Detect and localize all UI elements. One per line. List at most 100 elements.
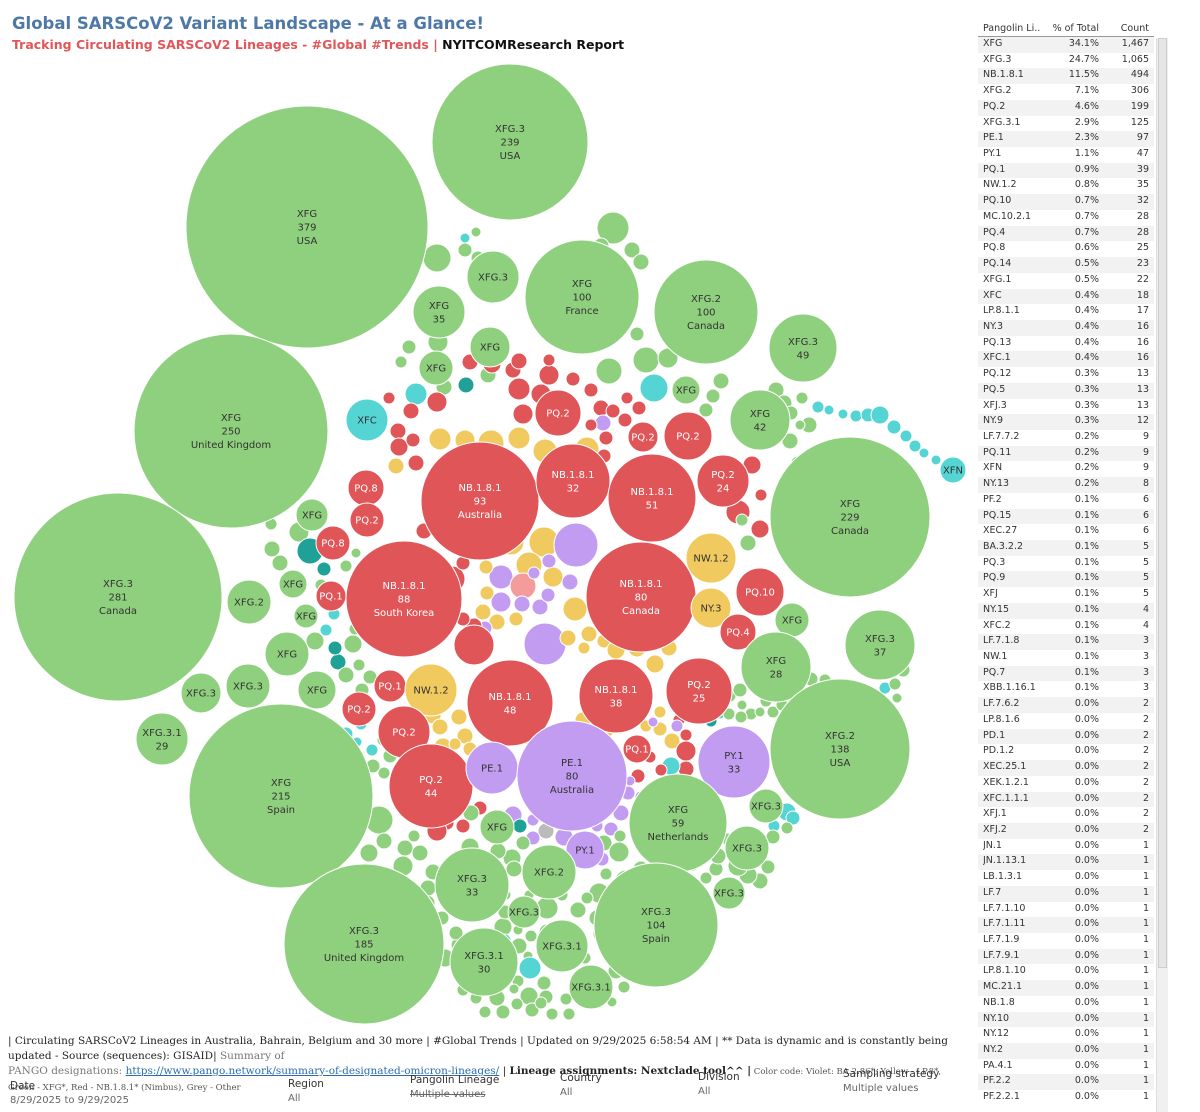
lineage-bubble[interactable] (561, 573, 579, 591)
lineage-bubble[interactable] (315, 525, 351, 561)
scrollbar-thumb[interactable] (1158, 38, 1167, 968)
lineage-bubble[interactable] (470, 226, 482, 238)
table-row[interactable]: PQ.14 0.5% 23 (978, 257, 1154, 273)
table-row[interactable]: PQ.3 0.1% 5 (978, 556, 1154, 572)
table-row[interactable]: LF.7.6.2 0.0% 2 (978, 697, 1154, 713)
lineage-bubble[interactable] (568, 964, 614, 1010)
lineage-bubble[interactable] (583, 382, 599, 398)
table-row[interactable]: PQ.13 0.4% 16 (978, 336, 1154, 352)
lineage-bubble[interactable] (735, 567, 785, 617)
lineage-bubble[interactable] (729, 389, 791, 451)
lineage-bubble[interactable] (426, 391, 448, 413)
lineage-bubble[interactable] (562, 1007, 576, 1021)
lineage-bubble[interactable] (794, 419, 806, 431)
table-row[interactable]: LP.8.1.1 0.4% 17 (978, 304, 1154, 320)
lineage-bubble[interactable] (337, 666, 355, 684)
lineage-bubble[interactable] (507, 895, 541, 929)
lineage-bubble[interactable] (541, 553, 557, 569)
lineage-bubble[interactable] (580, 891, 594, 905)
lineage-bubble[interactable] (685, 532, 737, 584)
lineage-bubble[interactable] (562, 596, 588, 622)
lineage-bubble[interactable] (939, 456, 967, 484)
lineage-bubble[interactable] (697, 725, 771, 799)
lineage-bubble[interactable] (343, 634, 363, 654)
packed-bubble-chart[interactable]: XFG.3 239 USA XFG 379 USA XFG.3 XFG 35 XFG XFG 100 F… (0, 0, 975, 1030)
lineage-bubble[interactable] (375, 832, 393, 850)
lineage-bubble[interactable] (690, 587, 732, 629)
lineage-bubble[interactable] (345, 540, 463, 658)
lineage-bubble[interactable] (13, 492, 223, 702)
table-row[interactable]: XFG.2 7.1% 306 (978, 84, 1154, 100)
lineage-bubble[interactable] (508, 983, 520, 995)
table-scrollbar[interactable] (1156, 38, 1168, 1112)
lineage-bubble[interactable] (760, 859, 776, 875)
lineage-bubble[interactable] (349, 502, 385, 538)
table-row[interactable]: XFG.1 0.5% 22 (978, 273, 1154, 289)
lineage-bubble[interactable] (596, 211, 630, 245)
lineage-bubble[interactable] (617, 412, 633, 428)
table-row[interactable]: LF.7.1.11 0.0% 1 (978, 917, 1154, 933)
lineage-bubble[interactable] (719, 613, 757, 651)
filter-country-value[interactable]: All (560, 1087, 573, 1098)
lineage-bubble[interactable] (135, 712, 189, 766)
lineage-bubble[interactable] (580, 625, 598, 643)
lineage-bubble[interactable] (305, 631, 325, 651)
header-count[interactable]: Count (1120, 23, 1149, 34)
lineage-bubble[interactable] (188, 703, 374, 889)
lineage-bubble[interactable] (180, 672, 222, 714)
table-row[interactable]: PQ.1 0.9% 39 (978, 162, 1154, 179)
lineage-bubble[interactable] (428, 427, 452, 451)
lineage-bubble[interactable] (449, 927, 519, 997)
lineage-bubble[interactable] (891, 692, 903, 704)
lineage-bubble[interactable] (479, 585, 495, 601)
lineage-bubble[interactable] (553, 522, 599, 568)
lineage-bubble[interactable] (297, 670, 337, 710)
table-row[interactable]: NW.1.2 0.8% 35 (978, 178, 1154, 194)
lineage-bubble[interactable] (185, 105, 429, 349)
lineage-bubble[interactable] (584, 418, 598, 432)
lineage-bubble[interactable] (389, 437, 409, 457)
lineage-bubble[interactable] (785, 810, 801, 826)
lineage-bubble[interactable] (510, 997, 524, 1011)
filter-lineage[interactable]: Pangolin Lineage Multiple values (410, 1074, 499, 1100)
table-row[interactable]: PQ.8 0.6% 25 (978, 241, 1154, 257)
filter-date[interactable]: Date 8/29/2025 to 9/29/2025 (10, 1080, 129, 1106)
lineage-bubble[interactable] (671, 375, 701, 405)
lineage-bubble[interactable] (283, 863, 445, 1025)
lineage-bubble[interactable] (505, 860, 523, 878)
filter-lineage-value[interactable]: Multiple values (410, 1089, 486, 1100)
lineage-bubble[interactable] (748, 788, 784, 824)
lineage-bubble[interactable] (739, 534, 757, 552)
lineage-bubble[interactable] (327, 640, 343, 656)
lineage-bubble[interactable] (469, 326, 511, 368)
lineage-bubble[interactable] (593, 862, 719, 988)
lineage-bubble[interactable] (382, 391, 396, 405)
lineage-bubble[interactable] (407, 454, 425, 472)
lineage-bubble[interactable] (377, 766, 391, 780)
table-row[interactable]: XFC 0.4% 18 (978, 288, 1154, 305)
lineage-bubble[interactable] (341, 691, 377, 727)
lineage-bubble[interactable] (418, 350, 454, 386)
lineage-bubble[interactable] (319, 623, 333, 637)
lineage-bubble[interactable] (886, 419, 902, 435)
lineage-bubble[interactable] (508, 611, 524, 627)
lineage-bubble[interactable] (899, 429, 913, 443)
lineage-bubble[interactable] (133, 333, 329, 529)
table-row[interactable]: XBB.1.16.1 0.1% 3 (978, 681, 1154, 697)
table-row[interactable]: XFC.1 0.4% 16 (978, 351, 1154, 368)
lineage-bubble[interactable] (699, 871, 713, 885)
lineage-bubble[interactable] (542, 353, 556, 367)
table-row[interactable]: PF.2 0.1% 6 (978, 493, 1154, 509)
lineage-bubble[interactable] (844, 609, 916, 681)
lineage-bubble[interactable] (663, 411, 713, 461)
table-row[interactable]: XFG.3.1 2.9% 125 (978, 116, 1154, 132)
table-row[interactable]: XFJ.1 0.0% 2 (978, 807, 1154, 823)
lineage-bubble[interactable] (632, 346, 660, 374)
lineage-bubble[interactable] (540, 587, 556, 603)
lineage-bubble[interactable] (457, 242, 473, 258)
lineage-bubble[interactable] (712, 876, 746, 910)
table-row[interactable]: PD.1 0.0% 2 (978, 728, 1154, 745)
filter-date-value[interactable]: 8/29/2025 to 9/29/2025 (10, 1095, 129, 1106)
lineage-bubble[interactable] (495, 1004, 511, 1020)
lineage-bubble[interactable] (607, 453, 697, 543)
